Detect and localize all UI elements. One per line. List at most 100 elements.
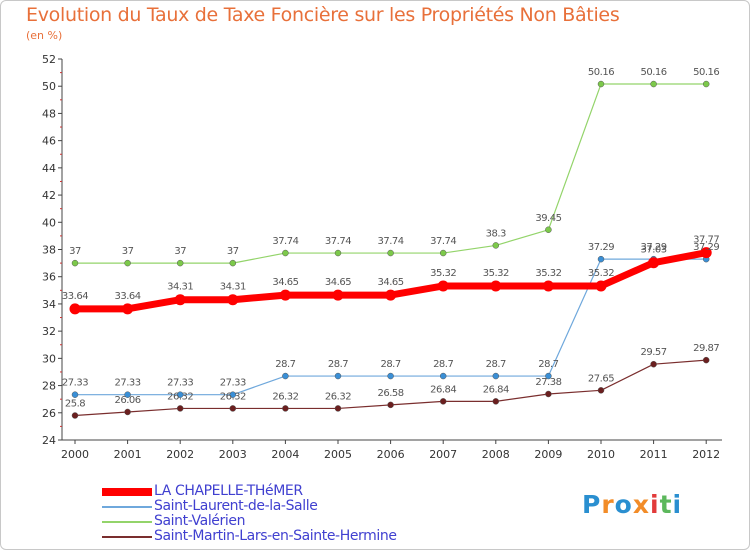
chart-subtitle: (en %) — [26, 29, 63, 42]
x-tick-label: 2009 — [534, 448, 562, 461]
data-point — [282, 372, 289, 380]
data-label: 28.7 — [328, 359, 348, 370]
data-point — [334, 372, 342, 380]
data-label: 50.16 — [693, 67, 719, 78]
data-label: 37.29 — [588, 242, 614, 253]
data-label: 50.16 — [641, 67, 667, 78]
legend-swatch — [102, 506, 152, 508]
data-point — [229, 391, 237, 398]
data-label: 26.84 — [483, 384, 509, 395]
y-tick-label: 52 — [42, 53, 56, 66]
y-tick-label: 40 — [42, 216, 56, 229]
data-label: 37.74 — [272, 236, 298, 247]
data-point — [597, 80, 605, 88]
data-point — [229, 259, 237, 267]
y-tick-label: 28 — [42, 380, 56, 393]
data-label: 37.74 — [430, 236, 456, 247]
data-point — [387, 249, 394, 257]
data-point — [332, 289, 344, 301]
data-point — [124, 259, 131, 267]
data-label: 29.57 — [641, 347, 667, 358]
x-tick-label: 2011 — [640, 448, 668, 461]
y-tick-label: 48 — [42, 107, 56, 120]
x-tick-label: 2005 — [324, 448, 352, 461]
legend-swatch — [102, 536, 152, 538]
logo-letter: x — [632, 490, 650, 519]
data-point — [229, 405, 237, 412]
data-label: 33.64 — [62, 291, 88, 302]
data-label: 33.64 — [115, 291, 141, 302]
data-label: 34.31 — [220, 282, 246, 293]
legend-item: LA CHAPELLE-THéMER — [102, 483, 462, 499]
y-tick-label: 24 — [42, 434, 56, 447]
logo-letter: P — [582, 490, 602, 519]
data-label: 34.65 — [378, 277, 404, 288]
x-tick-label: 2004 — [271, 448, 299, 461]
data-label: 50.16 — [588, 67, 614, 78]
data-point — [282, 249, 289, 257]
y-tick-label: 30 — [42, 352, 56, 365]
data-label: 27.33 — [62, 378, 88, 389]
data-label: 27.33 — [167, 378, 193, 389]
data-label: 28.7 — [380, 359, 400, 370]
data-point — [545, 226, 552, 234]
data-point — [334, 249, 342, 257]
x-tick-label: 2012 — [692, 448, 720, 461]
y-tick-label: 44 — [42, 162, 56, 175]
data-label: 26.32 — [272, 391, 298, 402]
data-point — [71, 412, 79, 419]
data-point — [439, 372, 447, 380]
data-point — [492, 242, 500, 249]
data-label: 35.32 — [430, 268, 456, 279]
data-label: 26.32 — [325, 391, 351, 402]
legend-label: Saint-Valérien — [154, 513, 246, 529]
data-point — [650, 360, 657, 368]
data-point — [176, 405, 184, 412]
series-layer — [69, 80, 712, 419]
data-point — [702, 80, 710, 88]
data-point — [334, 405, 342, 412]
data-label: 34.65 — [272, 277, 298, 288]
legend: LA CHAPELLE-THéMER Saint-Laurent-de-la-Sa… — [102, 483, 462, 544]
data-point — [542, 280, 554, 292]
data-point — [702, 356, 710, 364]
x-tick-label: 2010 — [587, 448, 615, 461]
logo-letter: o — [614, 490, 633, 519]
legend-label: Saint-Laurent-de-la-Salle — [154, 498, 318, 514]
data-label: 34.65 — [325, 277, 351, 288]
x-tick-label: 2002 — [166, 448, 194, 461]
data-label: 37.74 — [378, 236, 404, 247]
y-tick-label: 46 — [42, 135, 56, 148]
x-tick-label: 2001 — [114, 448, 142, 461]
data-label: 26.06 — [115, 395, 141, 406]
legend-item: Saint-Valérien — [102, 513, 462, 529]
data-point — [597, 255, 605, 263]
legend-label: LA CHAPELLE-THéMER — [154, 483, 303, 499]
data-label: 28.7 — [433, 359, 453, 370]
data-point — [439, 249, 447, 257]
legend-item: Saint-Laurent-de-la-Salle — [102, 498, 462, 514]
data-point — [492, 398, 500, 405]
data-label: 28.7 — [275, 359, 295, 370]
data-label: 37.29 — [641, 242, 667, 253]
data-point — [71, 391, 79, 398]
data-point — [71, 259, 79, 267]
data-label: 27.38 — [535, 377, 561, 388]
data-point — [439, 398, 447, 405]
data-point — [387, 401, 394, 409]
data-point — [595, 280, 607, 292]
data-labels: 25.8 26.06 26.32 26.32 26.32 26.32 26.58 26.84 2… — [62, 67, 720, 409]
data-point — [387, 372, 394, 380]
data-label: 29.87 — [693, 343, 719, 354]
data-label: 35.32 — [535, 268, 561, 279]
data-point — [124, 391, 131, 398]
data-label: 27.33 — [220, 378, 246, 389]
data-point — [174, 294, 186, 306]
x-tick-label: 2006 — [377, 448, 405, 461]
data-label: 37 — [69, 246, 81, 257]
data-label: 27.65 — [588, 373, 614, 384]
data-label: 26.32 — [167, 391, 193, 402]
data-label: 37.29 — [693, 242, 719, 253]
data-label: 37 — [174, 246, 186, 257]
